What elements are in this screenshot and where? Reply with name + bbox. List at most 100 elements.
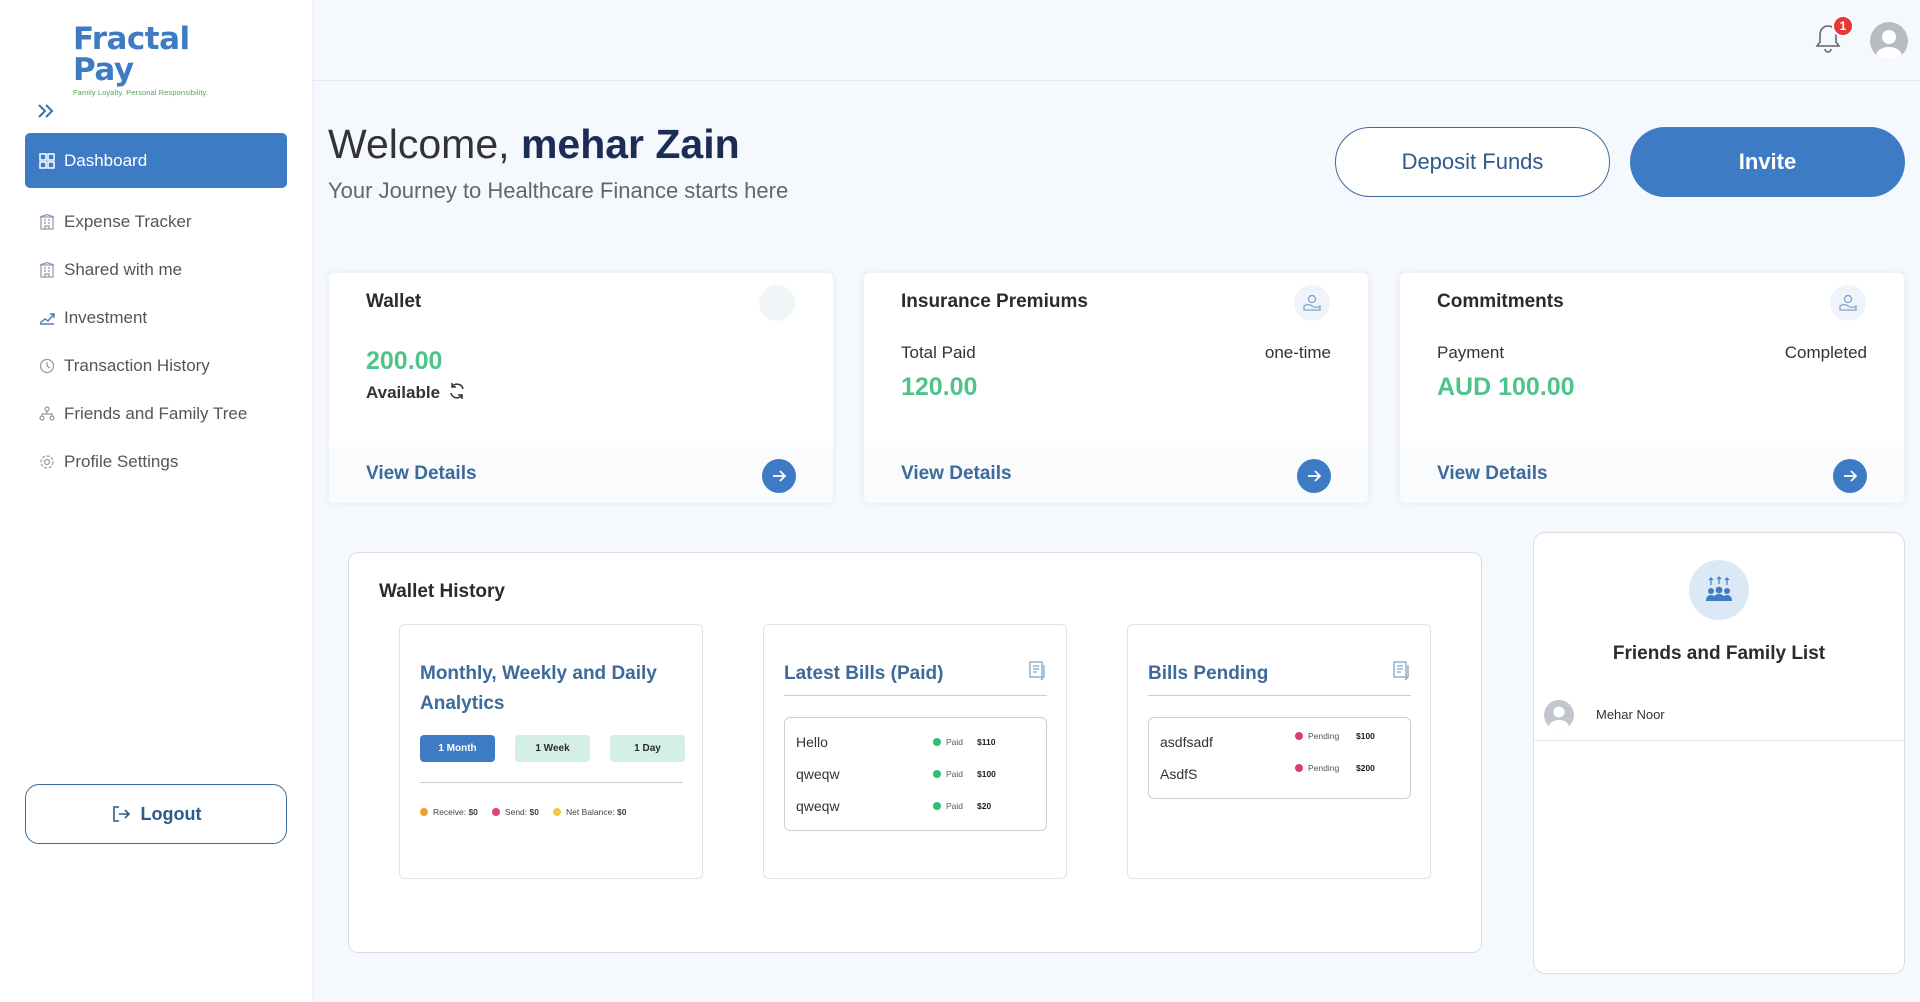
sidebar-item-label: Investment [64,308,148,327]
bill-name: qweqw [796,766,840,782]
sidebar-item-profile-settings[interactable]: Profile Settings [25,438,287,486]
friend-name: Mehar Noor [1596,707,1665,722]
friends-family-panel: Friends and Family List Mehar Noor [1533,532,1905,974]
commitments-view-details-link[interactable]: View Details [1437,463,1548,484]
sidebar-item-dashboard[interactable]: Dashboard [25,133,287,188]
analytics-title: Monthly, Weekly and Daily Analytics [420,663,657,714]
bill-amount: $110 [977,737,996,747]
status-dot [1295,732,1303,740]
sidebar-item-label: Dashboard [64,150,148,170]
page-title: Welcome, mehar Zain [328,121,740,168]
top-bar [313,0,1920,81]
legend-label: Send: [504,807,528,817]
status-label: Paid [946,801,964,811]
bill-amount: $100 [977,769,996,779]
divider [420,782,683,783]
deposit-funds-button[interactable]: Deposit Funds [1335,127,1610,197]
card-footer [864,447,1368,503]
wallet-view-details-link[interactable]: View Details [366,463,477,484]
sidebar-item-investment[interactable]: Investment [25,294,287,342]
bill-status: Paid [933,737,963,747]
wallet-history-panel: Wallet History Monthly, Weekly and Daily… [348,552,1482,953]
invite-button[interactable]: Invite [1630,127,1905,197]
bill-status: Paid [933,801,963,811]
latest-bills-title: Latest Bills (Paid) [784,663,944,684]
bills-pending-card: Bills Pending asdfsadf Pending $100 Asdf… [1127,624,1431,879]
sidebar-item-label: Shared with me [64,260,183,279]
legend-value: $0 [529,807,539,817]
legend-value: $0 [617,807,627,817]
list-item[interactable]: asdfsadf Pending $100 [1149,728,1410,760]
divider [1148,695,1411,696]
latest-bills-list: Hello Paid $110 qweqw Paid $100 qweqw Pa… [784,717,1047,831]
logout-icon [111,804,131,824]
sidebar-item-expense-tracker[interactable]: Expense Tracker [25,198,287,246]
bill-name: qweqw [796,798,840,814]
insurance-right-label: one-time [1264,343,1331,362]
status-dot [933,738,941,746]
list-item[interactable]: AsdfS Pending $200 [1149,760,1410,792]
arrow-right-icon[interactable] [1297,459,1331,493]
sidebar: Fractal Pay Family Loyalty. Personal Res… [0,0,313,1002]
segment-1-day[interactable]: 1 Day [610,735,685,762]
commitments-left-label: Payment [1437,343,1505,362]
commitments-amount: AUD 100.00 [1437,373,1575,401]
welcome-greeting: Welcome, [328,121,510,167]
sidebar-item-label: Expense Tracker [64,212,192,231]
logout-button[interactable]: Logout [25,784,287,844]
legend-dot [491,808,500,816]
segment-1-week[interactable]: 1 Week [515,735,590,762]
arrow-right-icon[interactable] [762,459,796,493]
legend-receive: Receive: $0 [420,807,478,817]
legend-value: $0 [468,807,478,817]
brand-logo[interactable]: Fractal Pay Family Loyalty. Personal Res… [73,24,243,98]
sidebar-nav: Dashboard Expense Tracker Shared with me… [25,133,287,486]
bill-name: AsdfS [1160,766,1198,782]
list-item[interactable]: qweqw Paid $20 [785,792,1046,824]
commitments-right-label: Completed [1784,343,1867,362]
list-item[interactable]: qweqw Paid $100 [785,760,1046,792]
bills-pending-title: Bills Pending [1148,663,1269,684]
insurance-view-details-link[interactable]: View Details [901,463,1012,484]
insurance-card-title: Insurance Premiums [901,291,1088,312]
list-item[interactable]: Hello Paid $110 [785,728,1046,760]
sidebar-item-label: Profile Settings [64,452,179,471]
refresh-icon[interactable] [447,381,467,406]
history-icon [38,357,56,375]
bill-status: Pending [1295,763,1339,773]
legend-send: Send: $0 [491,807,539,817]
investment-icon [38,309,56,327]
building-icon [38,213,56,231]
sidebar-item-transaction-history[interactable]: Transaction History [25,342,287,390]
wallet-amount: 200.00 [366,347,443,375]
divider [784,695,1047,696]
legend-dot [552,808,561,816]
legend-dot [420,808,428,816]
family-group-icon [1689,560,1749,620]
bill-name: asdfsadf [1160,734,1213,750]
wallet-history-title: Wallet History [379,581,505,602]
tree-icon [38,405,56,423]
gear-icon [38,453,56,471]
wallet-icon [759,285,795,321]
wallet-card-title: Wallet [366,291,422,312]
status-label: Pending [1308,731,1340,741]
commitments-card: Commitments Payment Completed AUD 100.00… [1399,272,1905,504]
latest-bills-card: Latest Bills (Paid) Hello Paid $110 qweq… [763,624,1067,879]
sidebar-item-shared-with-me[interactable]: Shared with me [25,246,287,294]
user-avatar[interactable] [1870,22,1908,60]
avatar [1544,700,1574,730]
sidebar-item-friends-family-tree[interactable]: Friends and Family Tree [25,390,287,438]
legend-label: Receive: [433,807,467,817]
legend-label: Net Balance: [565,807,615,817]
expand-sidebar-icon[interactable] [36,101,58,123]
status-label: Paid [946,737,964,747]
wallet-available-label: Available [366,383,441,402]
status-dot [933,802,941,810]
card-footer [329,447,833,503]
list-item[interactable]: Mehar Noor [1534,693,1904,741]
logout-label: Logout [140,803,202,824]
notification-badge: 1 [1832,15,1854,37]
arrow-right-icon[interactable] [1833,459,1867,493]
segment-1-month[interactable]: 1 Month [420,735,495,762]
